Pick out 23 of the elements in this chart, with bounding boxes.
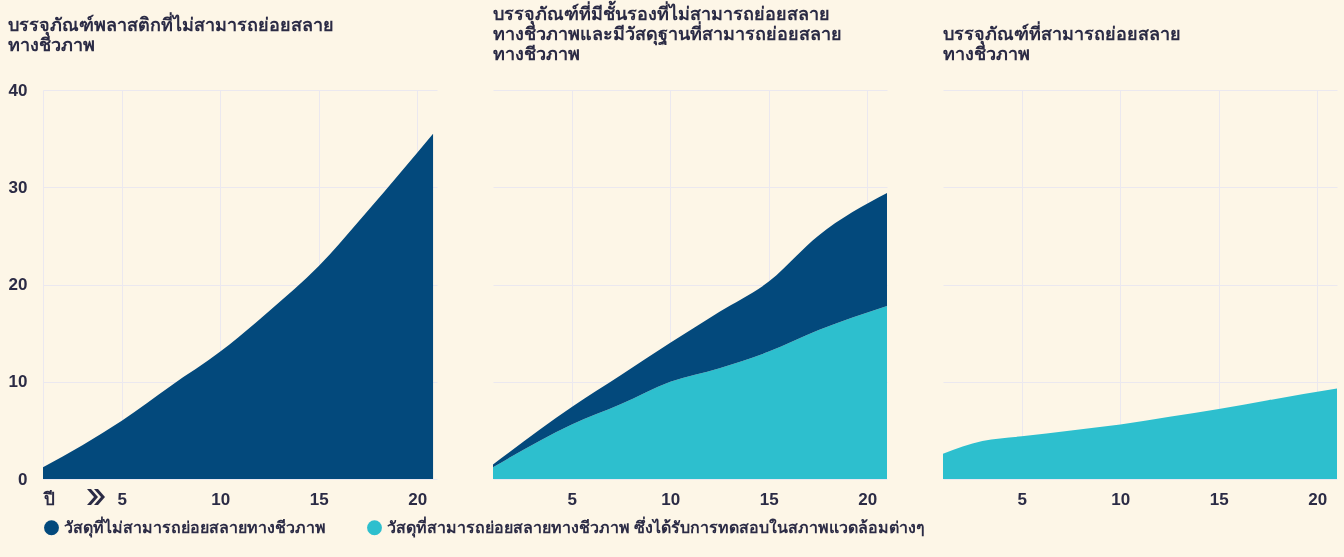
y-tick-label: 30 bbox=[8, 177, 28, 197]
y-tick-label: 40 bbox=[8, 80, 28, 100]
x-tick-label: 10 bbox=[661, 489, 681, 509]
chart-title: บรรจุภัณฑ์ที่มีชั้นรองที่ไม่สามารถย่อยสลาย ทางชีวภาพและมีวัสดุฐานที่สามารถย่อยสลาย ทางชีวภาพ bbox=[493, 0, 842, 64]
legend-label: วัสดุที่สามารถย่อยสลายทางชีวภาพ ซึ่งได้รับการทดสอบในสภาพแวดล้อมต่างๆ bbox=[387, 515, 926, 538]
x-tick-label: 10 bbox=[211, 489, 231, 509]
x-tick-label: ปี bbox=[42, 488, 55, 509]
y-tick-label: 20 bbox=[8, 275, 28, 294]
x-tick-label: 10 bbox=[1111, 489, 1131, 509]
chart-title: บรรจุภัณฑ์พลาสติกที่ไม่สามารถย่อยสลาย ทางชีวภาพ bbox=[8, 12, 335, 55]
x-tick-label: 15 bbox=[759, 489, 779, 509]
x-tick-label: 15 bbox=[309, 489, 329, 509]
x-tick-label: 20 bbox=[408, 489, 428, 509]
x-tick-label: 5 bbox=[567, 489, 578, 509]
y-tick-label: 10 bbox=[8, 372, 28, 392]
x-tick-label: 20 bbox=[1308, 489, 1328, 509]
x-tick-label: 15 bbox=[1209, 489, 1229, 509]
x-tick-label: 5 bbox=[1017, 489, 1028, 509]
x-tick-label: 5 bbox=[117, 489, 128, 509]
x-tick-label: 20 bbox=[858, 489, 878, 509]
y-tick-label: 0 bbox=[18, 469, 28, 489]
chart-title: บรรจุภัณฑ์ที่สามารถย่อยสลาย ทางชีวภาพ bbox=[943, 21, 1181, 64]
legend-label: วัสดุที่ไม่สามารถย่อยสลายทางชีวภาพ bbox=[64, 515, 326, 538]
